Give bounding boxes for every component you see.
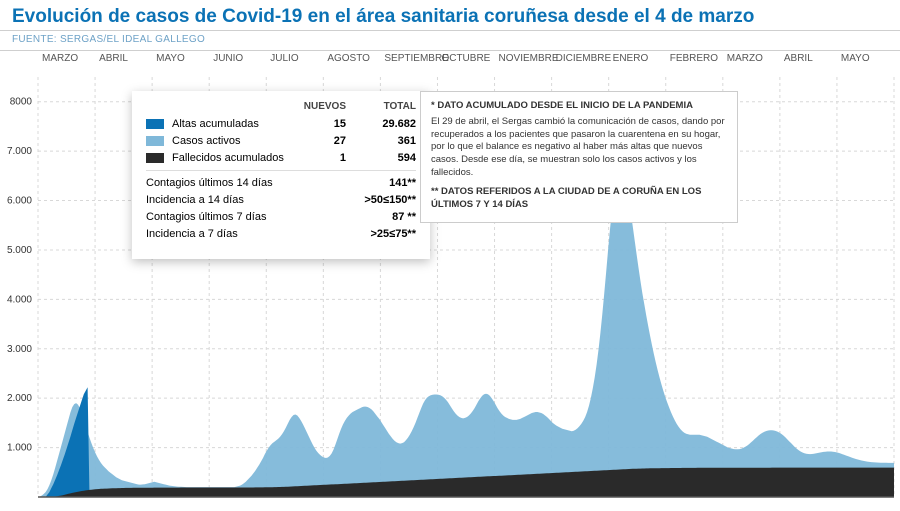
month-label: ABRIL xyxy=(99,53,128,64)
svg-text:5.000: 5.000 xyxy=(7,245,32,256)
note-title2: ** DATOS REFERIDOS A LA CIUDAD DE A CORU… xyxy=(431,186,727,212)
month-label: ENERO xyxy=(613,53,649,64)
svg-text:3.000: 3.000 xyxy=(7,344,32,355)
svg-text:6.000: 6.000 xyxy=(7,196,32,207)
legend-nuevos: 15 xyxy=(296,118,346,130)
note-title: * DATO ACUMULADO DESDE EL INICIO DE LA P… xyxy=(431,100,727,113)
legend-total: 594 xyxy=(356,152,416,164)
legend-row: Casos activos27 361 xyxy=(146,135,416,147)
extra-label: Incidencia a 14 días xyxy=(146,194,326,206)
legend-label: Altas acumuladas xyxy=(172,118,296,130)
note-box: * DATO ACUMULADO DESDE EL INICIO DE LA P… xyxy=(420,91,738,223)
legend-swatch xyxy=(146,119,164,129)
legend-swatch xyxy=(146,136,164,146)
legend-header: NUEVOS TOTAL xyxy=(146,101,416,112)
svg-text:4.000: 4.000 xyxy=(7,294,32,305)
extra-value: 87 ** xyxy=(326,211,416,223)
legend-label: Fallecidos acumulados xyxy=(172,152,296,164)
legend-label: Casos activos xyxy=(172,135,296,147)
svg-text:2.000: 2.000 xyxy=(7,393,32,404)
extra-value: >50≤150** xyxy=(326,194,416,206)
month-label: JULIO xyxy=(270,53,298,64)
month-label: ABRIL xyxy=(784,53,813,64)
month-label: FEBRERO xyxy=(670,53,718,64)
legend-col-nuevos: NUEVOS xyxy=(296,101,346,112)
legend-row: Altas acumuladas15 29.682 xyxy=(146,118,416,130)
legend-extra-row: Incidencia a 14 días>50≤150** xyxy=(146,194,416,206)
month-label: NOVIEMBRE xyxy=(499,53,559,64)
legend-extra-row: Contagios últimos 14 días141** xyxy=(146,177,416,189)
month-label: OCTUBRE xyxy=(441,53,490,64)
svg-text:1.000: 1.000 xyxy=(7,443,32,454)
extra-label: Contagios últimos 14 días xyxy=(146,177,326,189)
legend-total: 361 xyxy=(356,135,416,147)
legend-swatch xyxy=(146,153,164,163)
chart-source: FUENTE: SERGAS/EL IDEAL GALLEGO xyxy=(0,31,900,51)
chart-area: 1.0002.0003.0004.0005.0006.0007.0008000 … xyxy=(0,69,900,509)
month-label: MARZO xyxy=(727,53,763,64)
legend-box: NUEVOS TOTAL Altas acumuladas15 29.682 Cas… xyxy=(132,91,430,259)
month-label: MARZO xyxy=(42,53,78,64)
legend-extra-row: Incidencia a 7 días>25≤75** xyxy=(146,228,416,240)
legend-row: Fallecidos acumulados1 594 xyxy=(146,152,416,164)
month-axis: MARZO ABRIL MAYO JUNIO JULIO AGOSTO SEPTIEMBRE… xyxy=(0,51,900,69)
legend-total: 29.682 xyxy=(356,118,416,130)
extra-value: 141** xyxy=(326,177,416,189)
legend-nuevos: 1 xyxy=(296,152,346,164)
month-label: MAYO xyxy=(156,53,185,64)
legend-col-total: TOTAL xyxy=(356,101,416,112)
svg-text:8000: 8000 xyxy=(10,97,33,108)
extra-label: Incidencia a 7 días xyxy=(146,228,326,240)
month-label: DICIEMBRE xyxy=(556,53,612,64)
legend-extra-row: Contagios últimos 7 días87 ** xyxy=(146,211,416,223)
legend-nuevos: 27 xyxy=(296,135,346,147)
note-body: El 29 de abril, el Sergas cambió la comu… xyxy=(431,116,727,180)
month-label: SEPTIEMBRE xyxy=(384,53,448,64)
month-label: JUNIO xyxy=(213,53,243,64)
month-label: AGOSTO xyxy=(327,53,370,64)
chart-title: Evolución de casos de Covid-19 en el áre… xyxy=(0,0,900,31)
extra-label: Contagios últimos 7 días xyxy=(146,211,326,223)
month-label: MAYO xyxy=(841,53,870,64)
svg-text:7.000: 7.000 xyxy=(7,146,32,157)
extra-value: >25≤75** xyxy=(326,228,416,240)
